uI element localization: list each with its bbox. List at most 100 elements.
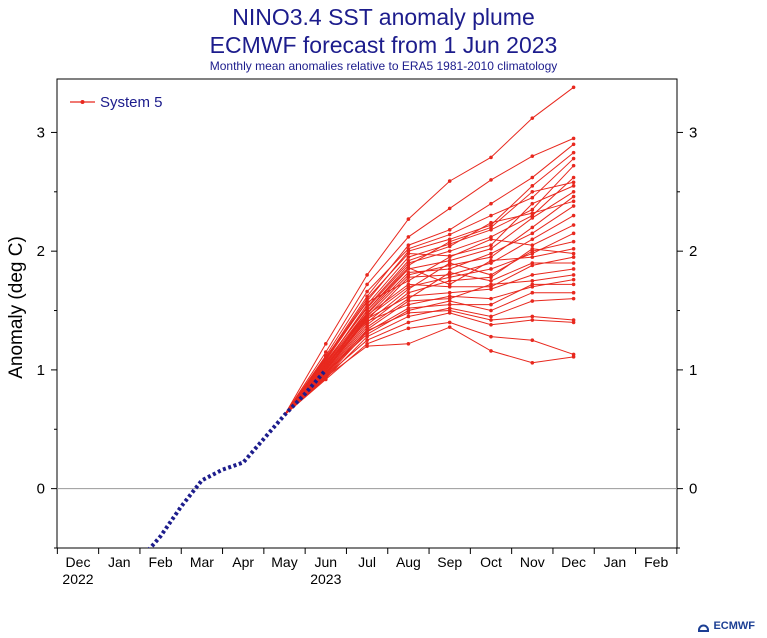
forecast-member-point xyxy=(530,201,535,206)
forecast-member-point xyxy=(406,302,411,307)
forecast-member-point xyxy=(489,282,493,287)
x-tick-label: Nov xyxy=(520,554,545,570)
forecast-member-point xyxy=(365,328,369,333)
forecast-member-point xyxy=(571,163,576,168)
forecast-member-point xyxy=(489,225,493,230)
forecast-member-point xyxy=(530,216,535,220)
forecast-member-line xyxy=(284,268,574,416)
forecast-member-point xyxy=(489,201,493,206)
forecast-member-point xyxy=(489,296,493,301)
chart-climatology-note: Monthly mean anomalies relative to ERA5 … xyxy=(209,59,558,73)
forecast-member-point xyxy=(530,246,535,251)
forecast-member-point xyxy=(447,244,452,249)
forecast-member-point xyxy=(489,302,493,307)
forecast-member-point xyxy=(530,195,535,200)
y-axis-label: Anomaly (deg C) xyxy=(6,236,27,379)
forecast-member-point xyxy=(406,326,411,331)
forecast-member-point xyxy=(489,279,493,283)
forecast-member-point xyxy=(406,287,411,291)
forecast-member-point xyxy=(489,243,493,248)
legend-marker xyxy=(80,100,85,104)
forecast-member-point xyxy=(489,349,493,353)
forecast-member-point xyxy=(489,334,493,339)
forecast-member-line xyxy=(284,232,574,416)
forecast-member-point xyxy=(571,355,576,359)
y-tick-label-right: 1 xyxy=(689,362,697,379)
forecast-member-point xyxy=(530,255,535,259)
forecast-member-point xyxy=(447,267,452,271)
forecast-member-point xyxy=(530,290,535,295)
forecast-member-point xyxy=(489,178,493,182)
forecast-member-point xyxy=(571,273,576,277)
ecmwf-logo-icon xyxy=(698,624,710,632)
forecast-member-point xyxy=(571,194,576,199)
chart-subtitle: ECMWF forecast from 1 Jun 2023 xyxy=(209,32,558,58)
forecast-member-point xyxy=(447,299,452,303)
forecast-member-point xyxy=(447,284,452,289)
forecast-member-point xyxy=(530,273,535,277)
forecast-member-point xyxy=(447,320,452,325)
forecast-member-point xyxy=(530,154,535,158)
forecast-member-point xyxy=(571,199,576,204)
forecast-member-point xyxy=(530,243,535,248)
forecast-member-point xyxy=(406,265,411,270)
y-tick-label-right: 0 xyxy=(689,481,697,498)
plot-border xyxy=(56,78,678,549)
forecast-member-point xyxy=(571,267,576,271)
forecast-member-point xyxy=(447,206,452,211)
forecast-member-point xyxy=(365,300,369,305)
x-tick-label: Feb xyxy=(149,554,173,570)
x-tick-label: Mar xyxy=(190,554,214,570)
forecast-member-point xyxy=(406,341,411,346)
forecast-member-point xyxy=(324,375,328,379)
forecast-member-line xyxy=(284,137,574,416)
forecast-member-line xyxy=(284,191,574,416)
forecast-member-point xyxy=(571,277,576,282)
forecast-member-point xyxy=(365,344,369,348)
forecast-member-point xyxy=(571,213,576,218)
forecast-member-point xyxy=(489,318,493,322)
forecast-member-line xyxy=(284,279,574,416)
forecast-member-point xyxy=(571,85,576,90)
forecast-member-point xyxy=(571,175,576,180)
forecast-member-point xyxy=(406,282,411,287)
forecast-member-point xyxy=(571,231,576,236)
forecast-member-point xyxy=(406,314,411,319)
x-tick-label: Feb xyxy=(644,554,668,570)
x-tick-label: Sep xyxy=(437,554,462,570)
forecast-member-point xyxy=(530,318,535,322)
forecast-member-point xyxy=(530,207,535,212)
forecast-member-point xyxy=(571,261,576,265)
forecast-member-point xyxy=(530,189,535,194)
forecast-member-line xyxy=(284,310,574,416)
forecast-member-point xyxy=(406,275,411,280)
observed-anomaly-line xyxy=(147,368,328,548)
forecast-member-point xyxy=(365,319,369,324)
forecast-member-point xyxy=(365,313,369,318)
forecast-member-point xyxy=(365,305,369,309)
x-year-label: 2022 xyxy=(62,571,93,587)
forecast-member-line xyxy=(284,248,574,416)
forecast-member-point xyxy=(447,290,452,295)
forecast-member-point xyxy=(571,251,576,256)
chart-title: NINO3.4 SST anomaly plume xyxy=(232,4,535,30)
forecast-member-point xyxy=(324,341,328,346)
forecast-member-point xyxy=(447,325,452,329)
forecast-member-point xyxy=(489,246,493,251)
forecast-member-point xyxy=(365,308,369,313)
forecast-member-point xyxy=(406,251,411,256)
forecast-member-point xyxy=(571,142,576,147)
forecast-member-point xyxy=(530,225,535,230)
forecast-member-point xyxy=(489,314,493,319)
forecast-member-point xyxy=(406,320,411,325)
forecast-member-point xyxy=(406,290,411,295)
x-tick-label: Jan xyxy=(108,554,131,570)
forecast-member-line xyxy=(284,224,574,416)
forecast-member-point xyxy=(365,282,369,287)
x-tick-label: Oct xyxy=(480,554,502,570)
y-tick-label-left: 0 xyxy=(37,481,45,498)
forecast-member-point xyxy=(447,270,452,275)
forecast-member-point xyxy=(530,175,535,180)
forecast-member-point xyxy=(489,258,493,263)
